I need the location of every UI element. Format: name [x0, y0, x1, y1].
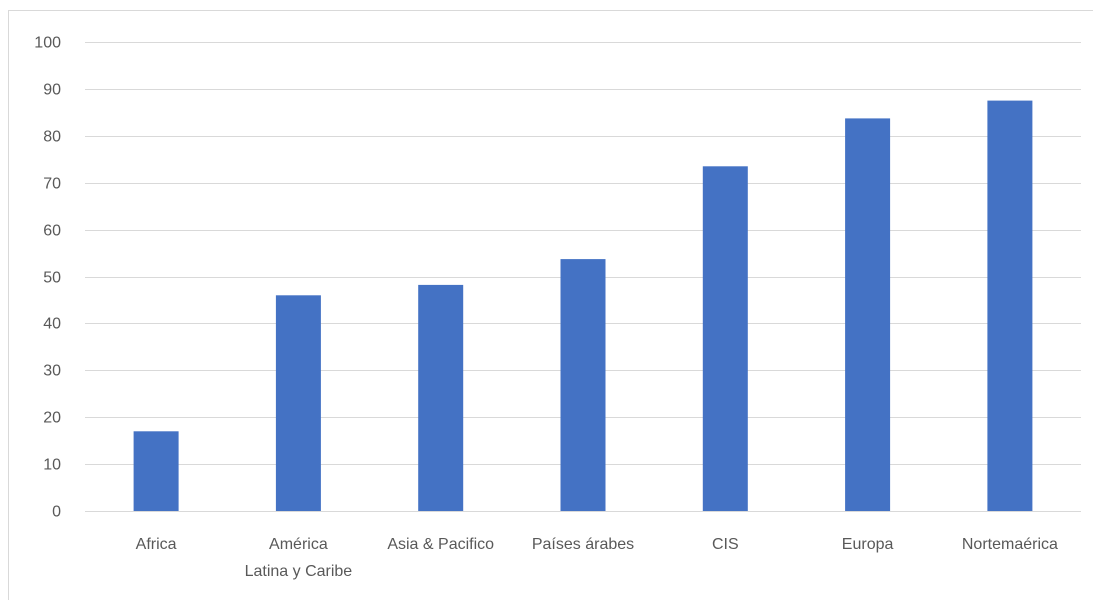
bar-2	[418, 284, 464, 511]
y-tick-label: 20	[43, 410, 61, 427]
y-tick-label: 80	[43, 129, 61, 146]
bars	[133, 100, 1033, 512]
chart-frame	[8, 10, 1093, 600]
x-category-label: Europa	[842, 536, 894, 553]
x-category-label: Países árabes	[532, 536, 634, 553]
x-category-label: Latina y Caribe	[245, 563, 353, 580]
y-tick-label: 0	[52, 504, 61, 521]
y-tick-label: 60	[43, 223, 61, 240]
x-category-label: América	[269, 536, 328, 553]
y-tick-label: 40	[43, 316, 61, 333]
y-tick-label: 90	[43, 82, 61, 99]
bar-6	[987, 100, 1033, 511]
x-category-label: Asia & Pacifico	[387, 536, 494, 553]
y-tick-label: 10	[43, 457, 61, 474]
x-axis-labels: Africa América Latina y Caribe Asia & Pacif…	[136, 536, 1058, 580]
y-tick-label: 100	[34, 35, 61, 52]
bar-5	[845, 118, 891, 512]
x-category-label: Nortemaérica	[962, 536, 1058, 553]
y-tick-label: 30	[43, 363, 61, 380]
x-category-label: CIS	[712, 536, 739, 553]
bar-3	[560, 259, 606, 511]
bar-0	[133, 431, 179, 511]
bar-4	[702, 166, 748, 512]
x-category-label: Africa	[136, 536, 177, 553]
y-axis-ticks: 0 10 20 30 40 50 60 70 80 90 100	[34, 35, 61, 521]
bar-1	[275, 295, 321, 511]
y-tick-label: 70	[43, 176, 61, 193]
y-tick-label: 50	[43, 270, 61, 287]
